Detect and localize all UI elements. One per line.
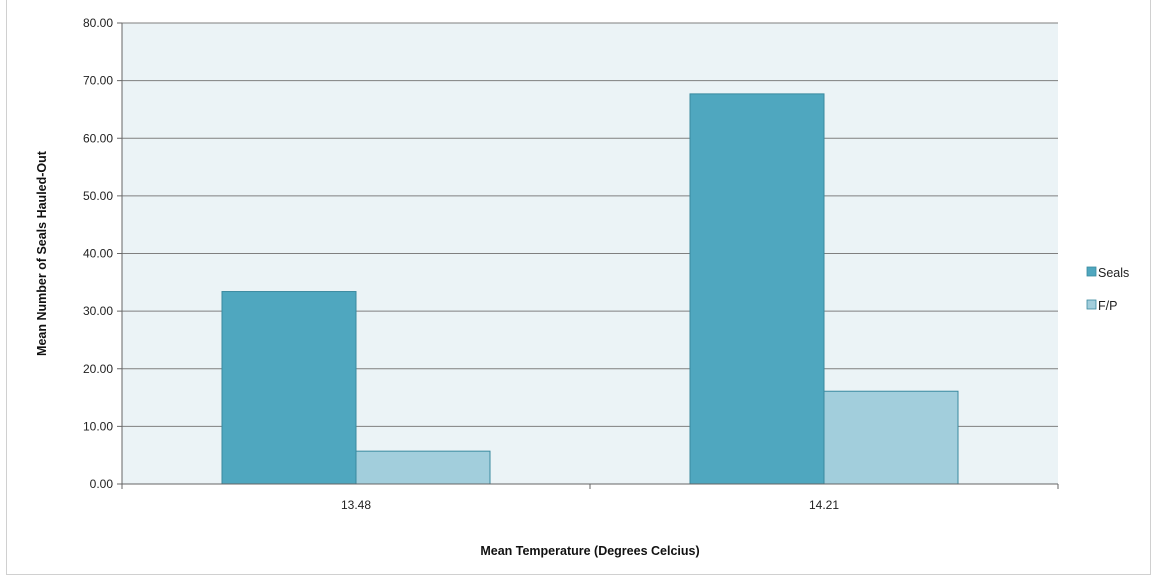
y-tick-label: 0.00 [90, 477, 114, 491]
bar-f-p-14.21 [823, 390, 959, 485]
legend-swatch-f-p [1086, 299, 1097, 310]
y-tick-label: 50.00 [83, 189, 113, 203]
y-tick-label: 10.00 [83, 419, 113, 433]
y-tick-label: 30.00 [83, 304, 113, 318]
x-tick-label: 13.48 [341, 498, 371, 512]
y-tick-label: 70.00 [83, 74, 113, 88]
y-tick-label: 40.00 [83, 247, 113, 261]
bars [221, 93, 959, 485]
y-axis-title: Mean Number of Seals Hauled-Out [35, 150, 49, 356]
legend-label: F/P [1098, 299, 1117, 313]
x-axis-title: Mean Temperature (Degrees Celcius) [480, 544, 699, 558]
x-axis-ticks [121, 484, 1059, 489]
legend-swatch-seals [1086, 266, 1097, 277]
y-tick-label: 60.00 [83, 131, 113, 145]
y-tick-label: 80.00 [83, 16, 113, 30]
y-tick-label: 20.00 [83, 362, 113, 376]
legend: Seals F/P [1086, 266, 1129, 313]
bar-seals-14.21 [689, 93, 825, 485]
x-axis-tick-labels: 13.48 14.21 [341, 498, 839, 512]
legend-label: Seals [1098, 266, 1129, 280]
x-tick-label: 14.21 [809, 498, 839, 512]
bar-f-p-13.48 [355, 450, 491, 485]
y-axis-tick-labels: 0.00 10.00 20.00 30.00 40.00 50.00 60.00 70.00 8… [83, 16, 113, 491]
bar-seals-13.48 [221, 291, 357, 485]
